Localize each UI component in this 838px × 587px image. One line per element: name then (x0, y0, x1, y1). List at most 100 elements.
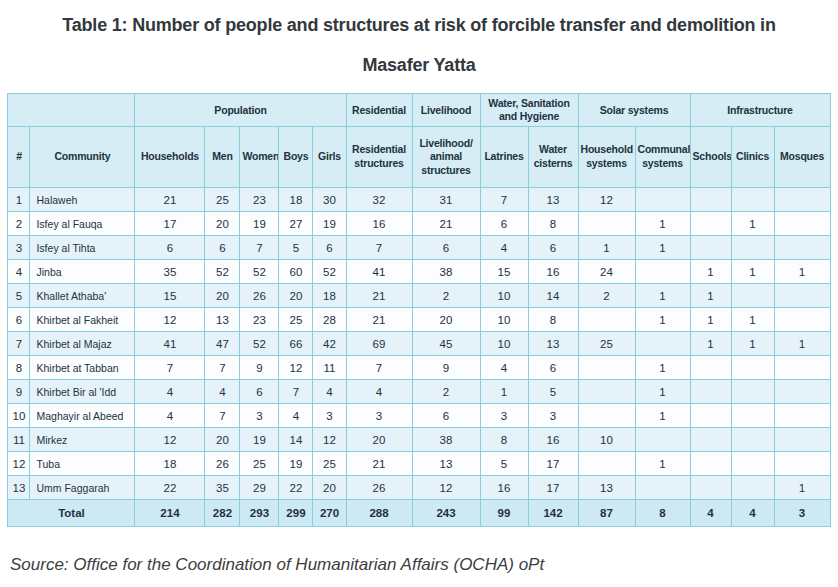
cell-value (690, 356, 731, 380)
cell-value: 4 (346, 380, 412, 404)
cell-value: 15 (480, 260, 528, 284)
cell-value: 6 (412, 236, 480, 260)
column-header-schools: Schools (690, 127, 731, 188)
cell-value: 1 (635, 308, 690, 332)
cell-value: 18 (135, 452, 205, 476)
cell-value: 1 (690, 284, 731, 308)
cell-value (774, 212, 830, 236)
cell-index: 10 (8, 404, 30, 428)
cell-value (774, 428, 830, 452)
cell-value: 26 (205, 452, 240, 476)
cell-value: 13 (205, 308, 240, 332)
cell-index: 11 (8, 428, 30, 452)
table-title: Table 1: Number of people and structures… (29, 0, 809, 85)
cell-value: 15 (135, 284, 205, 308)
total-row: Total21428229329927028824399142878443 (8, 500, 830, 527)
cell-value: 22 (279, 476, 313, 500)
cell-value: 6 (240, 380, 279, 404)
cell-value: 25 (240, 452, 279, 476)
cell-value: 6 (412, 404, 480, 428)
cell-value: 1 (480, 380, 528, 404)
cell-value: 4 (135, 380, 205, 404)
cell-value: 14 (528, 284, 578, 308)
cell-value: 19 (279, 452, 313, 476)
cell-value: 26 (240, 284, 279, 308)
cell-value: 47 (205, 332, 240, 356)
cell-value: 18 (313, 284, 346, 308)
column-group-solar-systems: Solar systems (578, 94, 690, 127)
cell-value: 7 (135, 356, 205, 380)
column-header-community: Community (30, 127, 135, 188)
table-row: 7Khirbet al Majaz41475266426945101325111 (8, 332, 830, 356)
cell-value: 14 (279, 428, 313, 452)
cell-value: 23 (240, 308, 279, 332)
cell-value: 24 (578, 260, 635, 284)
table-row: 2Isfey al Fauqa172019271916216811 (8, 212, 830, 236)
table-body: 1Halaweh21252318303231713122Isfey al Fau… (8, 188, 830, 500)
cell-value: 4 (279, 404, 313, 428)
table-row: 3Isfey al Tihta66756764611 (8, 236, 830, 260)
cell-value: 16 (480, 476, 528, 500)
cell-value: 13 (528, 188, 578, 212)
cell-value (731, 356, 774, 380)
cell-value: 17 (528, 476, 578, 500)
cell-value: 8 (480, 428, 528, 452)
cell-value: 4 (205, 380, 240, 404)
total-value: 243 (412, 500, 480, 527)
cell-index: 12 (8, 452, 30, 476)
cell-community: Khallet Athaba' (30, 284, 135, 308)
total-value: 8 (635, 500, 690, 527)
cell-community: Isfey al Fauqa (30, 212, 135, 236)
table-row: 4Jinba35525260524138151624111 (8, 260, 830, 284)
cell-value: 13 (578, 476, 635, 500)
cell-value: 7 (346, 236, 412, 260)
cell-value: 6 (135, 236, 205, 260)
total-value: 299 (279, 500, 313, 527)
cell-value: 6 (528, 236, 578, 260)
cell-value: 29 (240, 476, 279, 500)
cell-value: 42 (313, 332, 346, 356)
cell-value (690, 452, 731, 476)
cell-value: 7 (346, 356, 412, 380)
cell-value: 4 (480, 356, 528, 380)
table-row: 11Mirkez1220191412203881610 (8, 428, 830, 452)
cell-value: 41 (346, 260, 412, 284)
cell-value: 16 (346, 212, 412, 236)
cell-value: 52 (313, 260, 346, 284)
cell-value (578, 452, 635, 476)
cell-value: 12 (578, 188, 635, 212)
cell-value: 12 (135, 428, 205, 452)
cell-value: 16 (528, 260, 578, 284)
cell-value: 23 (240, 188, 279, 212)
cell-value (690, 236, 731, 260)
column-header-water-cisterns: Water cisterns (528, 127, 578, 188)
cell-value: 28 (313, 308, 346, 332)
table-row: 12Tuba182625192521135171 (8, 452, 830, 476)
cell-value: 10 (480, 332, 528, 356)
cell-value: 1 (578, 236, 635, 260)
cell-value (774, 452, 830, 476)
cell-value: 1 (774, 476, 830, 500)
cell-value (578, 404, 635, 428)
cell-value: 3 (528, 404, 578, 428)
cell-value (635, 332, 690, 356)
cell-value: 2 (412, 380, 480, 404)
cell-value: 1 (635, 236, 690, 260)
cell-value: 4 (480, 236, 528, 260)
table-row: 5Khallet Athaba'15202620182121014211 (8, 284, 830, 308)
column-group-residential: Residential (346, 94, 412, 127)
table-row: 10Maghayir al Abeed4734336331 (8, 404, 830, 428)
table-row: 6Khirbet al Fakheit12132325282120108111 (8, 308, 830, 332)
cell-value: 6 (528, 356, 578, 380)
cell-value: 38 (412, 260, 480, 284)
cell-value (774, 236, 830, 260)
cell-value: 4 (313, 380, 346, 404)
table-foot: Total21428229329927028824399142878443 (8, 500, 830, 527)
cell-value (690, 476, 731, 500)
cell-community: Tuba (30, 452, 135, 476)
cell-value: 6 (313, 236, 346, 260)
cell-value: 12 (135, 308, 205, 332)
column-header-households: Households (135, 127, 205, 188)
cell-value: 7 (205, 404, 240, 428)
cell-value (731, 380, 774, 404)
